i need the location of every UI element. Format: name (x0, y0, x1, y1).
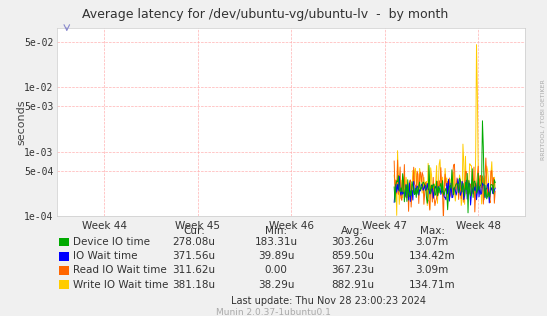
Text: Average latency for /dev/ubuntu-vg/ubuntu-lv  -  by month: Average latency for /dev/ubuntu-vg/ubunt… (82, 8, 449, 21)
Text: 367.23u: 367.23u (331, 265, 374, 276)
Text: 882.91u: 882.91u (331, 280, 374, 290)
Text: Min:: Min: (265, 226, 287, 236)
Text: Device IO time: Device IO time (73, 237, 150, 247)
Text: Avg:: Avg: (341, 226, 364, 236)
Text: 859.50u: 859.50u (331, 251, 374, 261)
Text: Cur:: Cur: (183, 226, 205, 236)
Text: 303.26u: 303.26u (331, 237, 374, 247)
Text: Write IO Wait time: Write IO Wait time (73, 280, 168, 290)
Text: 134.42m: 134.42m (409, 251, 456, 261)
Text: 38.29u: 38.29u (258, 280, 294, 290)
Text: 371.56u: 371.56u (173, 251, 216, 261)
Text: Munin 2.0.37-1ubuntu0.1: Munin 2.0.37-1ubuntu0.1 (216, 308, 331, 316)
Y-axis label: seconds: seconds (16, 100, 26, 145)
Text: 278.08u: 278.08u (173, 237, 216, 247)
Text: Max:: Max: (420, 226, 445, 236)
Text: 0.00: 0.00 (265, 265, 288, 276)
Text: 134.71m: 134.71m (409, 280, 456, 290)
Text: 311.62u: 311.62u (173, 265, 216, 276)
Text: Last update: Thu Nov 28 23:00:23 2024: Last update: Thu Nov 28 23:00:23 2024 (231, 296, 426, 306)
Text: 39.89u: 39.89u (258, 251, 294, 261)
Text: 381.18u: 381.18u (173, 280, 216, 290)
Text: 3.07m: 3.07m (416, 237, 449, 247)
Text: RRDTOOL / TOBI OETIKER: RRDTOOL / TOBI OETIKER (541, 80, 546, 161)
Text: 183.31u: 183.31u (255, 237, 298, 247)
Text: Read IO Wait time: Read IO Wait time (73, 265, 167, 276)
Text: 3.09m: 3.09m (416, 265, 449, 276)
Text: IO Wait time: IO Wait time (73, 251, 138, 261)
